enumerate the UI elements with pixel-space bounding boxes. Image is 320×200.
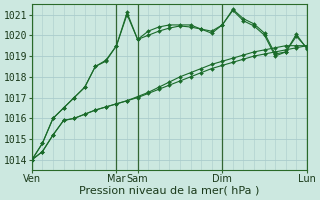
- X-axis label: Pression niveau de la mer( hPa ): Pression niveau de la mer( hPa ): [79, 186, 260, 196]
